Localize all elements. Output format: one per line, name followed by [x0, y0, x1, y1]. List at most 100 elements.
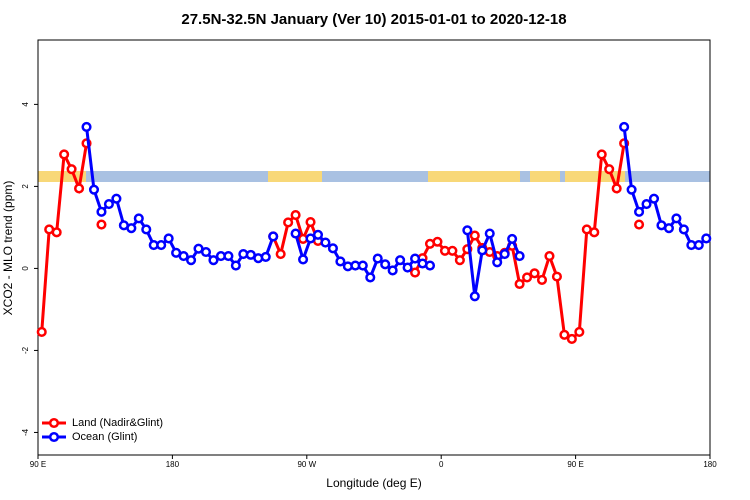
land-strip [428, 171, 520, 182]
data-point [223, 251, 234, 262]
x-tick-label: 90 W [297, 460, 316, 469]
data-point [51, 227, 62, 238]
data-point [290, 228, 301, 239]
legend-label: Land (Nadir&Glint) [72, 417, 163, 429]
x-tick-label: 180 [703, 460, 717, 469]
data-point [133, 213, 144, 224]
data-point [604, 164, 615, 175]
data-point [634, 206, 645, 217]
plot-frame [37, 39, 711, 456]
data-point [395, 255, 406, 266]
data-point [312, 229, 324, 240]
land-strip [530, 171, 560, 182]
data-point [544, 251, 555, 262]
data-point [357, 260, 368, 271]
x-tick-label: 90 E [30, 460, 46, 469]
data-point [469, 230, 480, 241]
data-point [424, 260, 436, 271]
data-point [402, 262, 413, 273]
data-point [589, 227, 600, 238]
data-point [327, 243, 338, 254]
data-point [74, 183, 85, 194]
data-point [462, 225, 473, 236]
data-point [298, 254, 309, 265]
data-point [536, 274, 548, 285]
data-point [320, 237, 331, 248]
y-tick-label: -2 [21, 346, 30, 354]
x-tick-label: 180 [166, 460, 180, 469]
data-point [163, 233, 174, 244]
data-point [410, 253, 421, 264]
data-point [701, 233, 712, 244]
data-point [596, 149, 607, 160]
data-point [66, 164, 77, 175]
data-point [103, 198, 114, 210]
data-point [551, 271, 562, 282]
y-tick-label: 2 [21, 184, 30, 189]
data-point [156, 239, 167, 251]
data-point [186, 255, 197, 266]
data-point [507, 233, 518, 244]
legend-label: Ocean (Glint) [72, 431, 137, 443]
data-point [648, 193, 660, 204]
data-point [499, 249, 510, 260]
legend-marker [48, 417, 60, 429]
data-point [514, 278, 525, 290]
data-point [678, 224, 689, 235]
data-point [492, 257, 503, 268]
data-point [81, 121, 92, 132]
data-point [387, 265, 398, 276]
data-point [380, 259, 391, 270]
data-point [454, 255, 465, 266]
land-strip [268, 171, 322, 182]
data-point [514, 251, 525, 262]
data-point [469, 291, 480, 302]
data-point [693, 239, 704, 251]
data-point [126, 223, 137, 234]
data-point [305, 233, 316, 244]
data-point [372, 253, 383, 264]
data-point [260, 251, 271, 262]
data-point [574, 326, 585, 338]
y-tick-label: -4 [21, 428, 30, 436]
x-tick-label: 90 E [567, 460, 583, 469]
y-tick-label: 0 [21, 266, 30, 271]
data-point [268, 231, 279, 242]
data-point [634, 219, 645, 230]
data-point [663, 223, 674, 234]
data-point [619, 121, 630, 132]
data-point [290, 210, 301, 221]
data-point [529, 268, 540, 279]
data-point [410, 267, 421, 278]
data-point [671, 213, 682, 224]
data-point [335, 256, 346, 267]
data-point [305, 217, 316, 228]
data-point [365, 272, 376, 283]
data-point [447, 245, 458, 256]
data-point [96, 219, 107, 230]
data-point [208, 255, 219, 266]
data-point [59, 149, 70, 160]
ocean-strip [38, 171, 710, 182]
y-axis-label: XCO2 - MLO trend (ppm) [1, 181, 15, 316]
data-point [522, 272, 533, 283]
x-tick-label: 0 [439, 460, 444, 469]
x-axis-label: Longitude (deg E) [326, 476, 421, 490]
data-point [230, 260, 241, 271]
data-point [641, 198, 652, 210]
chart-title: 27.5N-32.5N January (Ver 10) 2015-01-01 … [181, 11, 566, 28]
data-point [275, 249, 286, 260]
data-point [36, 326, 47, 338]
data-point [178, 251, 189, 262]
land-strip [565, 171, 625, 182]
data-point [283, 217, 294, 228]
data-point [432, 236, 443, 247]
data-point [484, 228, 495, 239]
data-point [96, 206, 107, 217]
data-point [200, 246, 212, 258]
data-point [566, 333, 577, 344]
data-point [88, 184, 100, 195]
data-point [141, 224, 152, 235]
